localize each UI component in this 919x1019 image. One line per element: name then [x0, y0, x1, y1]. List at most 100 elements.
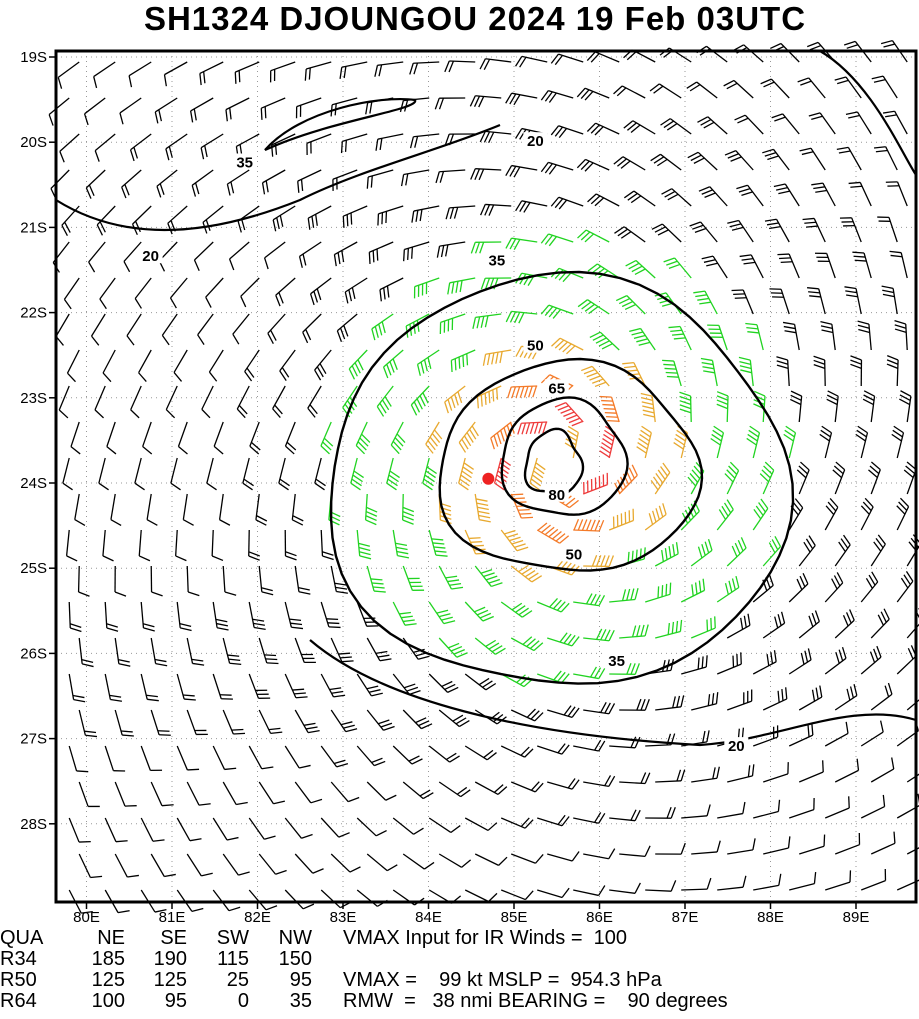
lon-tick-label: 80E: [73, 909, 100, 926]
barb-feather: [265, 107, 266, 119]
barb-feather: [463, 355, 464, 367]
barb-feather: [606, 417, 618, 418]
barb-feather: [192, 908, 203, 911]
barb-feather: [343, 216, 344, 228]
barb-feather: [602, 405, 614, 406]
barb-feather: [663, 364, 675, 365]
barb-feather: [702, 656, 703, 668]
barb-feather: [347, 215, 348, 227]
barb-feather: [469, 538, 481, 539]
barb-feather: [303, 904, 314, 909]
barb-feather: [607, 421, 619, 422]
barb-feather: [266, 659, 278, 660]
barb-feather: [807, 42, 818, 46]
barb-feather: [670, 583, 671, 595]
barb-feather: [605, 413, 617, 414]
lon-tick-label: 83E: [330, 909, 357, 926]
contour-label: 20: [142, 248, 159, 265]
barb-feather: [667, 376, 679, 377]
barb-feather: [844, 41, 855, 45]
barb-feather: [296, 697, 308, 698]
barb-feather: [294, 693, 306, 694]
barb-feather: [707, 620, 708, 632]
barb-feather: [706, 655, 707, 667]
barb-feather: [665, 368, 677, 369]
barb-feather: [781, 262, 793, 263]
table-cell: 125: [154, 969, 187, 991]
table-cell: 25: [227, 969, 249, 991]
barb-staff: [79, 566, 80, 592]
barb-feather: [451, 360, 452, 372]
table-cell: NE: [97, 927, 125, 949]
barb-feather: [497, 388, 498, 400]
barb-feather: [518, 510, 530, 511]
chart-title: SH1324 DJOUNGOU 2024 19 Feb 03UTC: [144, 0, 806, 37]
lon-tick-label: 84E: [415, 909, 442, 926]
barb-feather: [604, 409, 616, 410]
barb-feather: [371, 176, 372, 188]
barb-feather: [386, 211, 387, 223]
barb-feather: [267, 663, 279, 664]
barb-feather: [849, 796, 850, 808]
barb-feather: [162, 805, 174, 806]
contour-label: 35: [489, 252, 506, 269]
vmax-input-text: VMAX Input for IR Winds = 100: [343, 927, 627, 949]
lat-tick-label: 23S: [20, 390, 47, 407]
barb-feather: [520, 514, 532, 515]
barb-feather: [513, 498, 525, 499]
barb-feather: [116, 841, 128, 842]
barb-feather: [346, 140, 347, 152]
barb-feather: [408, 248, 409, 260]
barb-feather: [309, 68, 310, 80]
barb-feather: [184, 699, 196, 700]
table-cell: QUA: [0, 927, 44, 949]
barb-feather: [292, 689, 304, 690]
barb-feather: [881, 41, 892, 44]
table-cell: SW: [217, 927, 249, 949]
barb-feather: [367, 177, 368, 189]
barb-feather: [521, 517, 533, 518]
barb-feather: [770, 44, 781, 49]
barb-feather: [377, 249, 378, 261]
lon-tick-label: 82E: [244, 909, 271, 926]
table-cell: 125: [92, 969, 125, 991]
barb-feather: [493, 390, 494, 402]
contour-label: 20: [527, 133, 544, 150]
lon-tick-label: 88E: [757, 909, 784, 926]
barb-feather: [229, 907, 240, 910]
barb-feather: [340, 657, 352, 658]
lat-tick-label: 22S: [20, 305, 47, 322]
table-cell: SE: [160, 927, 187, 949]
barb-feather: [824, 835, 825, 847]
table-cell: NW: [279, 927, 312, 949]
contour-label: 35: [608, 653, 625, 670]
contour-label: 50: [566, 546, 583, 563]
lat-tick-label: 28S: [20, 816, 47, 833]
table-cell: R64: [0, 990, 37, 1012]
lat-tick-label: 27S: [20, 731, 47, 748]
barb-feather: [455, 359, 456, 371]
info-table: QUA NE SE SW NW VMAX Input for IR Winds …: [0, 927, 728, 1012]
barb-feather: [412, 247, 413, 259]
barb-feather: [233, 733, 245, 734]
barb-feather: [382, 213, 383, 225]
lat-tick-label: 20S: [20, 134, 47, 151]
lat-tick-label: 24S: [20, 475, 47, 492]
table-header: QUA NE SE SW NW VMAX Input for IR Winds …: [0, 927, 627, 949]
table-cell: 0: [238, 990, 249, 1012]
barb-feather: [232, 730, 244, 731]
table-cell: 35: [290, 990, 312, 1012]
barb-feather: [852, 252, 864, 253]
barb-feather: [512, 494, 524, 495]
barb-feather: [666, 372, 678, 373]
barb-feather: [329, 627, 341, 628]
barb-feather: [369, 252, 370, 264]
barb-feather: [777, 254, 789, 255]
barb-feather: [121, 731, 133, 732]
contour-label: 80: [548, 487, 565, 504]
barb-feather: [662, 360, 674, 361]
barb-feather: [732, 290, 744, 291]
table-cell: R50: [0, 969, 37, 991]
contour-label: 65: [548, 380, 565, 397]
